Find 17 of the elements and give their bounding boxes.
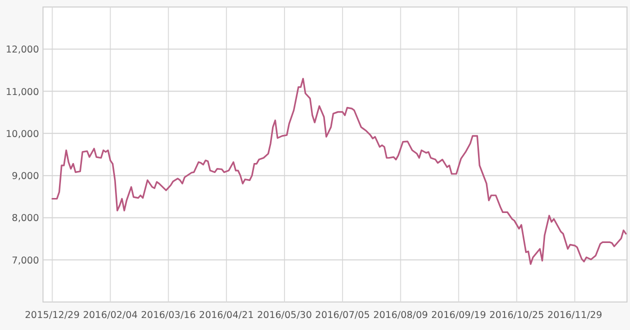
x-tick-label: 2016/02/04 bbox=[82, 310, 138, 321]
x-tick-label: 2016/08/09 bbox=[373, 310, 428, 321]
y-tick-label: 11,000 bbox=[6, 86, 39, 98]
y-tick-label: 9,000 bbox=[12, 171, 39, 182]
line-series bbox=[51, 78, 627, 265]
x-tick-label: 2016/05/30 bbox=[257, 310, 312, 321]
x-tick-label: 2015/12/29 bbox=[24, 310, 80, 321]
x-tick-label: 2016/04/21 bbox=[199, 310, 254, 321]
y-tick-label: 12,000 bbox=[6, 44, 39, 56]
x-tick-label: 2016/03/16 bbox=[141, 310, 196, 321]
y-tick-label: 7,000 bbox=[12, 255, 39, 266]
x-tick-label: 2016/07/05 bbox=[315, 310, 370, 321]
x-tick-label: 2016/11/29 bbox=[547, 310, 602, 321]
x-tick-label: 2016/10/25 bbox=[489, 310, 544, 321]
x-tick-label: 2016/09/19 bbox=[431, 310, 486, 321]
y-tick-label: 8,000 bbox=[12, 213, 39, 224]
y-tick-label: 10,000 bbox=[6, 128, 39, 140]
